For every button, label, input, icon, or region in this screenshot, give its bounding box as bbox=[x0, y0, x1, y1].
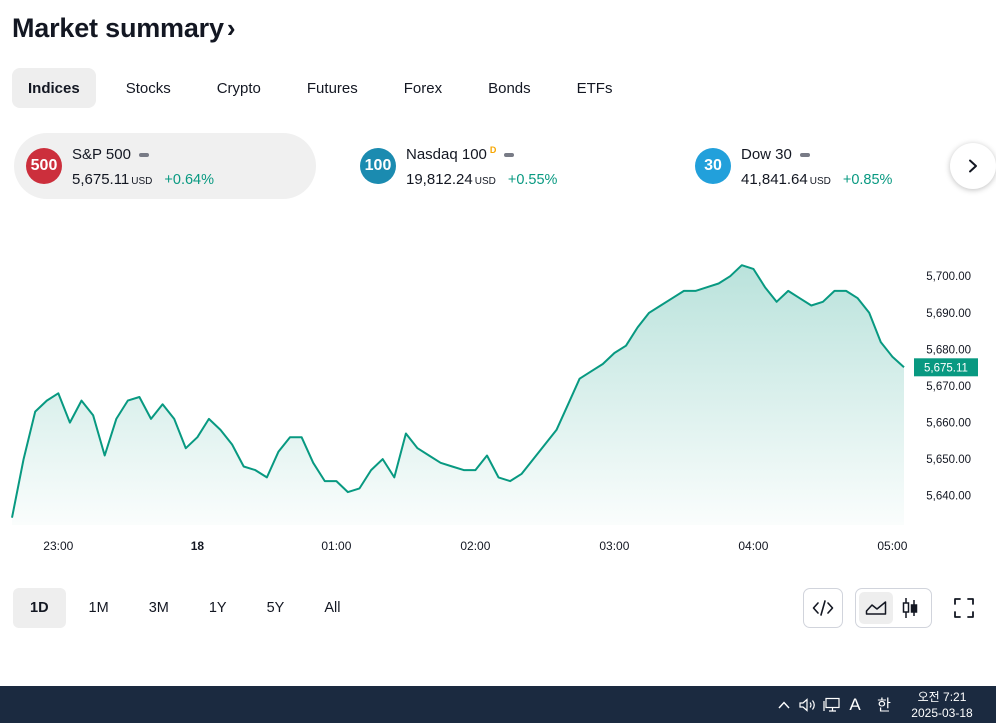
tab-futures[interactable]: Futures bbox=[306, 79, 358, 97]
clock-date: 2025-03-18 bbox=[911, 706, 973, 720]
index-card-dow30[interactable]: 30 Dow 30 41,841.64 USD +0.85% bbox=[683, 133, 943, 199]
x-tick-label: 01:00 bbox=[321, 539, 351, 553]
index-currency: USD bbox=[474, 175, 496, 187]
next-cards-button[interactable] bbox=[950, 143, 996, 189]
x-tick-label: 18 bbox=[191, 539, 205, 553]
candlestick-icon bbox=[902, 598, 918, 618]
range-all[interactable]: All bbox=[324, 600, 341, 616]
tab-forex[interactable]: Forex bbox=[403, 79, 443, 97]
delayed-badge: D bbox=[489, 144, 497, 155]
y-tick-label: 5,690.00 bbox=[926, 308, 971, 320]
index-currency: USD bbox=[809, 175, 831, 187]
index-value: 19,812.24 bbox=[406, 170, 473, 188]
page-title-text[interactable]: Market summary bbox=[12, 12, 224, 43]
page-title[interactable]: Market summary › bbox=[12, 8, 235, 48]
x-tick-label: 05:00 bbox=[877, 539, 907, 553]
input-mode-indicator[interactable]: A bbox=[849, 694, 861, 714]
x-tick-label: 23:00 bbox=[43, 539, 73, 553]
range-selector: 1D 1M 3M 1Y 5Y All bbox=[13, 588, 363, 628]
y-axis: 5,640.00 5,650.00 5,660.00 5,670.00 5,680.00… bbox=[926, 271, 971, 503]
index-change: +0.64% bbox=[164, 171, 214, 188]
range-5y[interactable]: 5Y bbox=[266, 600, 285, 616]
index-logo: 100 bbox=[360, 148, 396, 184]
ime-indicator[interactable]: 한 bbox=[877, 697, 891, 714]
index-change: +0.85% bbox=[842, 171, 893, 188]
chevron-right-icon: › bbox=[226, 12, 236, 43]
candlestick-chart-button[interactable] bbox=[893, 592, 927, 624]
market-status-icon bbox=[799, 152, 810, 157]
price-chart[interactable]: 5,640.00 5,650.00 5,660.00 5,670.00 5,680.00… bbox=[0, 225, 996, 565]
tab-stocks[interactable]: Stocks bbox=[125, 79, 171, 97]
index-card-nasdaq100[interactable]: 100 Nasdaq 100 D 19,812.24 USD +0.55% bbox=[348, 133, 648, 199]
taskbar: A 한 오전 7:21 2025-03-18 bbox=[0, 686, 996, 723]
y-tick-label: 5,640.00 bbox=[926, 491, 971, 503]
embed-button[interactable] bbox=[803, 588, 843, 628]
index-value: 5,675.11 bbox=[72, 170, 130, 188]
range-3m[interactable]: 3M bbox=[148, 600, 169, 616]
x-axis: 23:00 18 01:00 02:00 03:00 04:00 05:00 bbox=[43, 539, 907, 553]
tab-indices[interactable]: Indices bbox=[12, 68, 96, 108]
x-tick-label: 04:00 bbox=[738, 539, 768, 553]
index-name: Nasdaq 100 bbox=[406, 146, 487, 163]
index-logo: 500 bbox=[26, 148, 62, 184]
index-cards: 500 S&P 500 5,675.11 USD +0.64% 100 Nasd… bbox=[14, 133, 984, 199]
y-tick-label: 5,700.00 bbox=[926, 271, 971, 283]
tab-crypto[interactable]: Crypto bbox=[216, 79, 261, 97]
price-area bbox=[12, 265, 904, 525]
market-status-icon bbox=[138, 152, 149, 157]
area-chart-button[interactable] bbox=[859, 592, 893, 624]
fullscreen-button[interactable] bbox=[944, 588, 984, 628]
chart-style-toggle bbox=[855, 588, 932, 628]
chevron-right-icon bbox=[969, 159, 977, 173]
y-tick-label: 5,650.00 bbox=[926, 454, 971, 466]
tab-etfs[interactable]: ETFs bbox=[576, 79, 613, 97]
area-chart-icon bbox=[865, 601, 887, 615]
category-tabs: Indices Stocks Crypto Futures Forex Bond… bbox=[12, 68, 642, 108]
clock[interactable]: 오전 7:21 2025-03-18 bbox=[900, 689, 984, 721]
last-price-value: 5,675.11 bbox=[924, 362, 968, 374]
speaker-icon[interactable] bbox=[797, 686, 819, 723]
index-name: S&P 500 bbox=[72, 146, 131, 163]
fullscreen-icon bbox=[954, 598, 974, 618]
clock-time: 오전 7:21 bbox=[917, 690, 967, 704]
chevron-up-icon[interactable] bbox=[774, 686, 794, 723]
last-price-label: 5,675.11 bbox=[914, 358, 978, 377]
price-line bbox=[11, 264, 905, 518]
x-tick-label: 02:00 bbox=[460, 539, 490, 553]
market-status-icon bbox=[504, 152, 515, 157]
range-1d[interactable]: 1D bbox=[13, 588, 66, 628]
range-1y[interactable]: 1Y bbox=[208, 600, 227, 616]
index-card-sp500[interactable]: 500 S&P 500 5,675.11 USD +0.64% bbox=[14, 133, 316, 199]
tab-bonds[interactable]: Bonds bbox=[488, 79, 531, 97]
y-tick-label: 5,680.00 bbox=[926, 344, 971, 356]
code-icon bbox=[812, 600, 834, 616]
index-logo: 30 bbox=[695, 148, 731, 184]
y-tick-label: 5,670.00 bbox=[926, 381, 971, 393]
index-value: 41,841.64 bbox=[741, 170, 808, 188]
x-tick-label: 03:00 bbox=[599, 539, 629, 553]
network-icon[interactable] bbox=[821, 686, 843, 723]
index-currency: USD bbox=[131, 175, 153, 187]
y-tick-label: 5,660.00 bbox=[926, 418, 971, 430]
index-name: Dow 30 bbox=[741, 146, 792, 163]
range-1m[interactable]: 1M bbox=[88, 600, 109, 616]
index-change: +0.55% bbox=[507, 171, 558, 188]
